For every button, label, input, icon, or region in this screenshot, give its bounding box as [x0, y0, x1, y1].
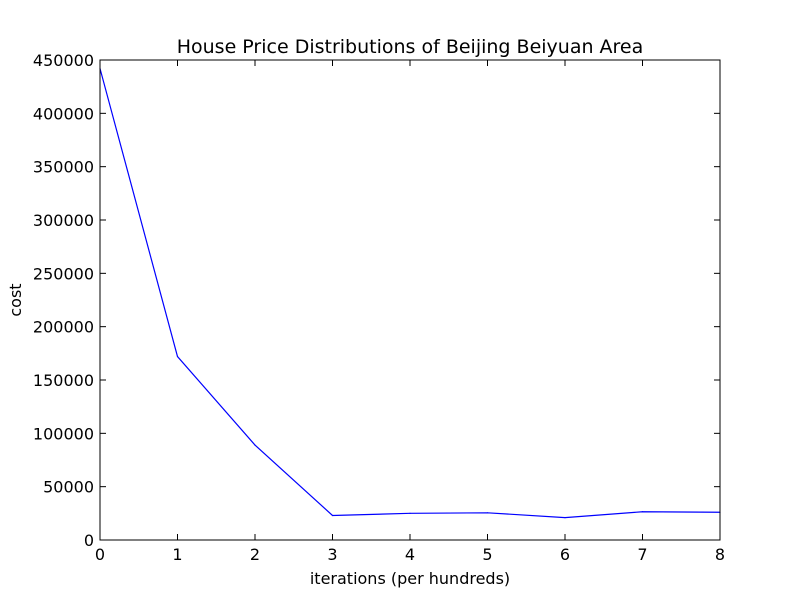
- x-tick-label: 1: [172, 545, 182, 564]
- plot-frame: [99, 59, 721, 541]
- y-tick-label: 300000: [33, 211, 94, 230]
- y-tick-label: 400000: [33, 104, 94, 123]
- x-tick-label: 7: [637, 545, 647, 564]
- y-tick-label: 450000: [33, 51, 94, 70]
- x-tick-label: 0: [95, 545, 105, 564]
- y-tick-label: 0: [84, 531, 94, 550]
- y-tick-label: 50000: [43, 478, 94, 497]
- y-axis-label: cost: [6, 283, 25, 316]
- y-tick-label: 100000: [33, 424, 94, 443]
- data-point: [409, 512, 411, 514]
- y-tick-label: 200000: [33, 318, 94, 337]
- chart-title: House Price Distributions of Beijing Bei…: [177, 36, 644, 58]
- data-point: [641, 511, 644, 513]
- data-point: [254, 444, 256, 446]
- y-tick-label: 250000: [33, 264, 94, 283]
- ticks-layer: 0 1 2 3 4 5 6 7 8 0 50000 100000 150000 200000 250000 3…: [33, 51, 725, 564]
- series-layer: [99, 67, 721, 519]
- x-tick-label: 5: [482, 545, 492, 564]
- x-axis-label: iterations (per hundreds): [310, 569, 510, 588]
- x-tick-label: 4: [405, 545, 415, 564]
- data-point: [331, 514, 334, 517]
- data-point: [176, 355, 179, 358]
- x-tick-label: 2: [250, 545, 260, 564]
- data-point: [564, 517, 566, 519]
- x-tick-label: 6: [560, 545, 570, 564]
- y-tick-label: 350000: [33, 158, 94, 177]
- x-tick-label: 3: [327, 545, 337, 564]
- data-point: [486, 512, 489, 514]
- y-tick-label: 150000: [33, 371, 94, 390]
- x-tick-label: 8: [715, 545, 725, 564]
